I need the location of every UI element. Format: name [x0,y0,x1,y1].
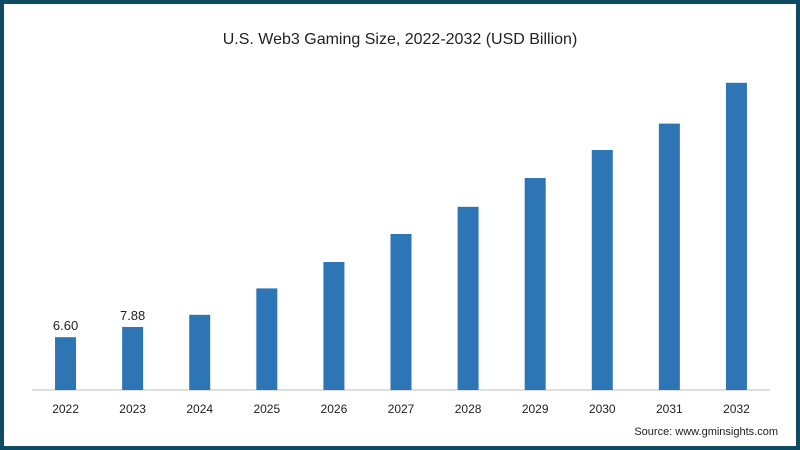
bar-2032 [725,82,747,391]
x-tick-label-2023: 2023 [119,402,146,416]
chart-title: U.S. Web3 Gaming Size, 2022-2032 (USD Bi… [222,31,578,48]
bar-2022 [55,337,77,390]
x-tick-label-2022: 2022 [52,402,79,416]
x-tick-label-2028: 2028 [455,402,482,416]
bar-2026 [323,262,345,390]
bar-2023 [122,326,144,390]
bar-2024 [189,314,211,390]
data-label-2023: 7.88 [120,308,145,323]
x-tick-label-2029: 2029 [522,402,549,416]
x-tick-label-2030: 2030 [589,402,616,416]
x-tick-label-2024: 2024 [186,402,213,416]
x-tick-label-2026: 2026 [321,402,348,416]
bar-2030 [591,150,613,390]
x-tick-label-2027: 2027 [388,402,415,416]
bar-2028 [457,206,479,390]
source-note: Source: www.gminsights.com [634,426,778,438]
bar-2025 [256,288,278,390]
bar-2031 [658,123,680,390]
bar-2029 [524,178,546,390]
bar-2027 [390,234,412,390]
x-tick-label-2025: 2025 [253,402,280,416]
data-label-2022: 6.60 [53,318,78,333]
x-tick-label-2032: 2032 [723,402,750,416]
x-tick-label-2031: 2031 [656,402,683,416]
